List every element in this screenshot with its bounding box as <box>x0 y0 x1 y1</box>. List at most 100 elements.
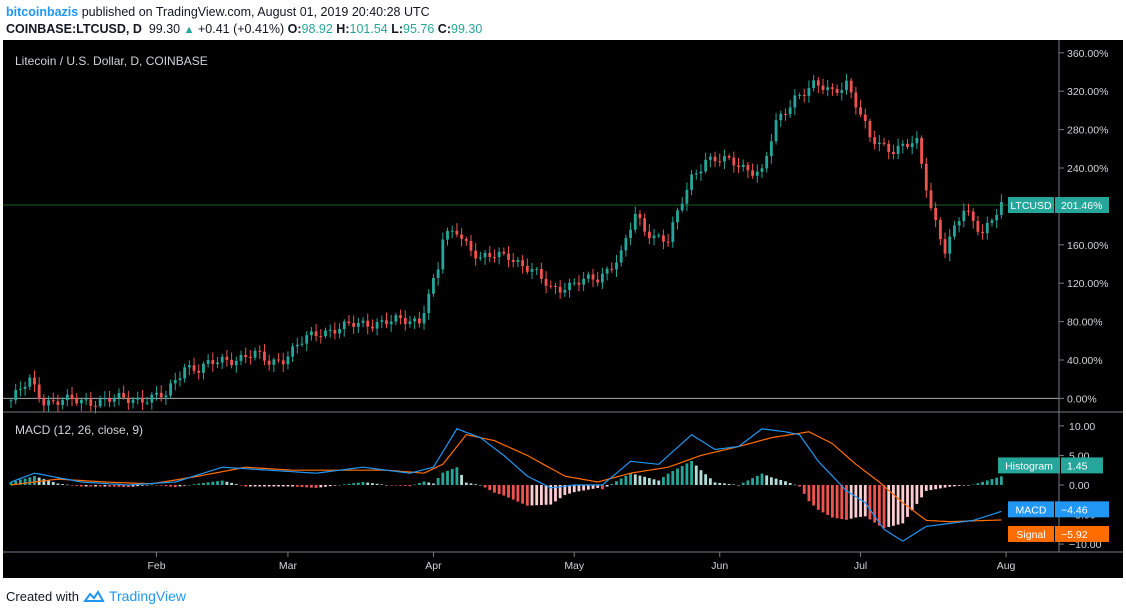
histogram-bar <box>192 484 196 485</box>
tradingview-link[interactable]: TradingView <box>108 588 187 604</box>
candle-body <box>821 85 825 91</box>
histogram-bar <box>464 482 468 485</box>
candle-body <box>18 388 22 391</box>
histogram-bar <box>521 484 525 504</box>
histogram-bar <box>263 484 266 487</box>
histogram-bar <box>79 484 83 487</box>
candle-body <box>615 262 618 270</box>
candle-body <box>690 174 693 190</box>
candle-body <box>14 390 18 401</box>
histogram-bar <box>924 484 928 491</box>
histogram-bar <box>314 484 318 488</box>
histogram-bar <box>511 484 515 500</box>
histogram-bar <box>98 484 102 487</box>
histogram-bar <box>502 484 506 496</box>
candle-body <box>155 392 158 395</box>
published-text: published on TradingView.com, August 01,… <box>81 5 430 19</box>
histogram-bar <box>295 484 299 487</box>
candle-body <box>516 260 520 262</box>
histogram-bar <box>375 483 379 485</box>
histogram-bar <box>723 483 726 485</box>
histogram-bar <box>845 484 848 520</box>
candle-body <box>333 329 337 334</box>
candle-body <box>309 331 313 336</box>
candle-body <box>366 320 370 327</box>
price-tag-value-box <box>1055 196 1109 213</box>
candle-body <box>403 317 407 325</box>
candle-body <box>708 156 712 160</box>
candle-body <box>840 90 844 93</box>
candle-body <box>131 399 135 403</box>
time-tick-label: May <box>564 560 585 572</box>
histogram-bar <box>793 484 797 486</box>
histogram-bar <box>324 484 327 487</box>
histogram-bar <box>47 480 50 485</box>
histogram-bar <box>990 479 994 485</box>
candle-body <box>446 230 449 240</box>
candle-body <box>84 399 88 401</box>
candle-body <box>723 155 726 162</box>
candle-body <box>845 80 848 91</box>
candle-body <box>347 321 351 324</box>
histogram-bar <box>342 484 346 485</box>
candle-body <box>802 94 806 96</box>
candle-body <box>183 367 187 379</box>
histogram-bar <box>896 484 900 525</box>
histogram-bar <box>657 480 661 485</box>
time-tick-label: Jul <box>854 560 867 572</box>
histogram-bar <box>676 468 679 485</box>
candle-body <box>830 87 834 89</box>
histogram-bar <box>948 484 952 487</box>
candle-body <box>633 213 637 230</box>
histogram-bar <box>352 483 356 485</box>
candle-body <box>859 107 862 115</box>
chart-canvas[interactable]: 360.00%320.00%280.00%240.00%200.00%160.0… <box>3 40 1123 585</box>
candle-body <box>511 259 515 262</box>
histogram-bar <box>535 484 539 506</box>
candle-body <box>892 151 895 154</box>
histogram-bar <box>746 480 750 485</box>
candle-body <box>117 393 121 399</box>
signal-tag-label-box <box>1008 525 1054 542</box>
candle-body <box>263 351 266 361</box>
histogram-bar <box>239 484 243 486</box>
histogram-bar <box>300 484 304 488</box>
histogram-bar <box>671 471 675 485</box>
candle-body <box>342 321 346 330</box>
close-label: C: <box>437 22 451 36</box>
candle-body <box>291 346 295 357</box>
candle-body <box>563 290 567 293</box>
candle-body <box>192 365 196 371</box>
candle-body <box>666 241 670 243</box>
candle-body <box>436 269 440 278</box>
low-value: 95.76 <box>403 22 435 36</box>
time-tick-label: Mar <box>279 560 298 572</box>
histogram-bar <box>995 477 999 485</box>
histogram-bar <box>220 480 224 485</box>
candle-body <box>924 163 928 191</box>
signal-tag-value: −5.92 <box>1061 529 1088 541</box>
histogram-bar <box>704 474 708 485</box>
candle-body <box>23 386 27 389</box>
candle-body <box>694 173 698 175</box>
price-tick-label: 160.00% <box>1067 240 1108 252</box>
histogram-bar <box>610 483 614 485</box>
candle-body <box>126 397 130 403</box>
price-tick-label: 240.00% <box>1067 163 1108 175</box>
histogram-bar <box>150 484 154 486</box>
candle-body <box>943 239 947 254</box>
histogram-bar <box>126 484 130 488</box>
candle-body <box>141 397 144 403</box>
histogram-bar <box>178 484 182 487</box>
candle-body <box>647 231 651 239</box>
signal-line <box>10 431 1002 523</box>
candle-body <box>971 211 975 221</box>
histogram-bar <box>469 483 473 485</box>
histogram-bar <box>615 481 618 485</box>
histogram-bar <box>802 484 806 494</box>
author-link[interactable]: bitcoinbazis <box>6 5 79 19</box>
candle-body <box>957 221 961 226</box>
histogram-bar <box>821 484 825 513</box>
macd-histogram <box>9 460 1003 529</box>
candle-body <box>450 230 454 232</box>
